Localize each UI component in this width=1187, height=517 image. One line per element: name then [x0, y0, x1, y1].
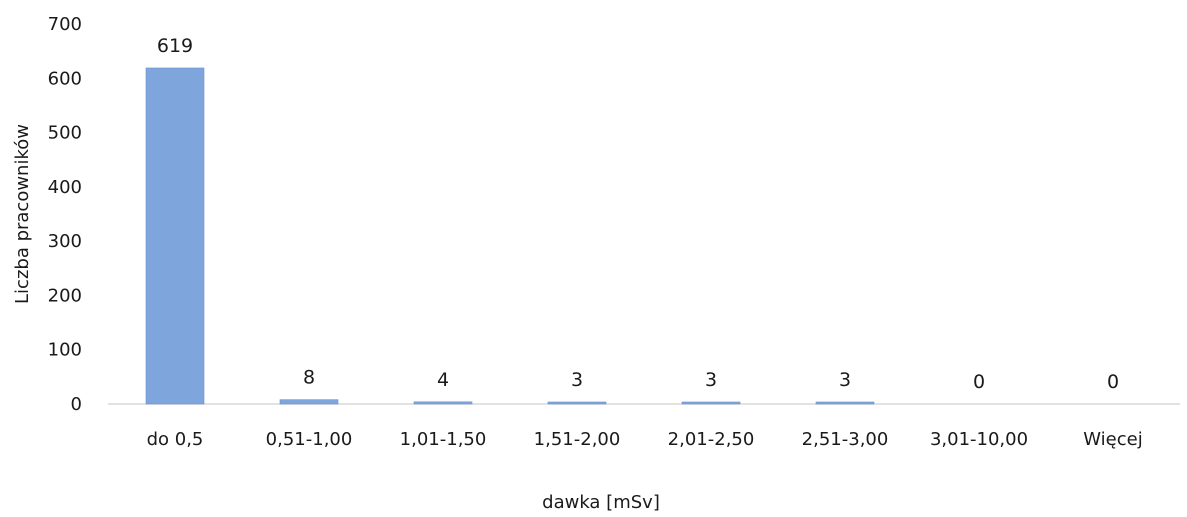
y-tick-label: 200	[48, 285, 82, 306]
y-tick-label: 300	[48, 231, 82, 252]
y-tick-labels: 0 100 200 300 400 500 600 700	[48, 14, 82, 415]
x-tick-label: 3,01-10,00	[930, 429, 1028, 450]
bar	[681, 401, 741, 405]
data-label: 8	[303, 367, 315, 389]
x-axis-title: dawka [mSv]	[542, 492, 660, 513]
bar	[815, 401, 875, 405]
bar	[279, 399, 339, 405]
bar	[547, 401, 607, 405]
data-label: 0	[1107, 371, 1119, 393]
y-tick-label: 100	[48, 340, 82, 361]
x-tick-label: Więcej	[1083, 429, 1142, 450]
bars	[145, 67, 875, 405]
x-tick-label: 2,51-3,00	[802, 429, 889, 450]
x-tick-label: 1,01-1,50	[400, 429, 487, 450]
y-tick-label: 600	[48, 68, 82, 89]
y-tick-label: 500	[48, 123, 82, 144]
data-labels: 619 8 4 3 3 3 0 0	[157, 35, 1119, 393]
x-tick-label: do 0,5	[147, 429, 204, 450]
y-tick-label: 400	[48, 177, 82, 198]
data-label: 619	[157, 35, 193, 57]
x-tick-label: 1,51-2,00	[534, 429, 621, 450]
y-axis-title: Liczba pracowników	[12, 124, 33, 304]
x-tick-labels: do 0,5 0,51-1,00 1,01-1,50 1,51-2,00 2,01-2,…	[147, 429, 1143, 450]
y-tick-label: 700	[48, 14, 82, 35]
data-label: 3	[839, 369, 851, 391]
x-tick-label: 0,51-1,00	[266, 429, 353, 450]
data-label: 4	[437, 369, 449, 391]
data-label: 0	[973, 371, 985, 393]
data-label: 3	[705, 369, 717, 391]
bar	[145, 67, 205, 405]
y-axis-title-group: Liczba pracowników	[12, 124, 33, 304]
bar	[413, 401, 473, 405]
data-label: 3	[571, 369, 583, 391]
y-tick-label: 0	[71, 394, 82, 415]
x-tick-label: 2,01-2,50	[668, 429, 755, 450]
